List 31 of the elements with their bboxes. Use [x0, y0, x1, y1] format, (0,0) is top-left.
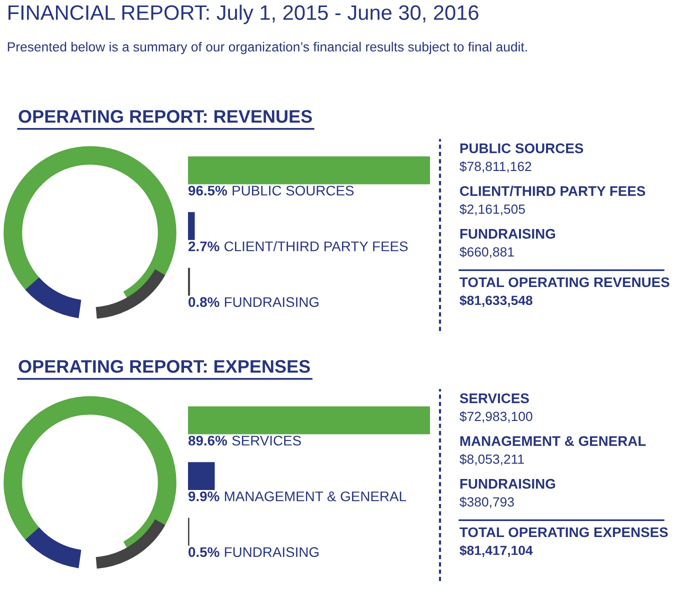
data-label: 96.5% [188, 186, 228, 196]
chart-title: OPERATING REPORT: REVENUES [18, 110, 312, 123]
text: $81,633,548 [460, 295, 532, 307]
text: CLIENT/THIRD PARTY FEES [460, 186, 646, 196]
text: $78,811,162 [460, 161, 532, 173]
data-label: 9.9% [188, 491, 220, 502]
chart-title: OPERATING REPORT: EXPENSES [18, 360, 310, 373]
text: SERVICES [460, 393, 529, 404]
text: FINANCIAL REPORT: July 1, 2015 - June 30, 2016 [8, 4, 478, 24]
data-label: 2.7% [188, 241, 220, 252]
text: PUBLIC SOURCES [460, 143, 584, 154]
text: MANAGEMENT & GENERAL [460, 436, 646, 446]
text: $660,881 [460, 246, 514, 258]
data-label: 0.8% [188, 297, 220, 308]
data-label: 89.6% [188, 436, 228, 446]
text: $81,417,104 [460, 545, 533, 557]
text: $8,053,211 [460, 454, 524, 466]
text: $2,161,505 [460, 204, 525, 216]
y-tick-label: CLIENT/THIRD PARTY FEES [224, 241, 408, 252]
data-label: 0.5% [188, 547, 220, 558]
text: Presented below is a summary of our organization’s financial results subject to final audit. [8, 42, 527, 54]
text: FUNDRAISING [460, 478, 556, 489]
y-tick-label: MANAGEMENT & GENERAL [224, 491, 406, 502]
y-tick-label: FUNDRAISING [224, 547, 318, 558]
y-tick-label: SERVICES [232, 436, 301, 446]
text: TOTAL OPERATING REVENUES [460, 277, 670, 288]
text: FUNDRAISING [460, 228, 556, 239]
text: $380,793 [460, 496, 514, 508]
text: TOTAL OPERATING EXPENSES [460, 527, 668, 538]
y-tick-label: FUNDRAISING [224, 297, 318, 308]
text: $72,983,100 [460, 411, 532, 423]
